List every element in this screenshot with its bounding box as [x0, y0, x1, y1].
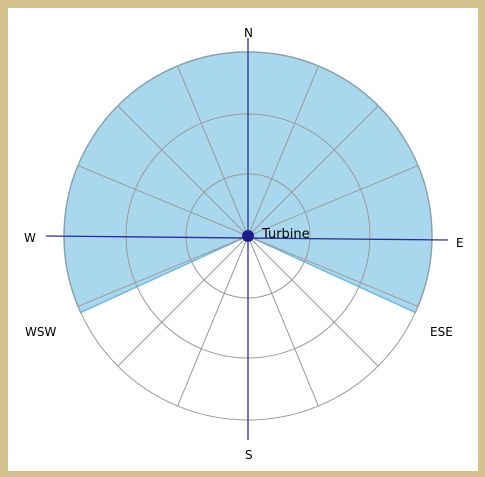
label-ese: ESE — [430, 325, 453, 339]
radial-line — [247, 235, 319, 407]
radial-line — [247, 235, 379, 367]
turbine-dot — [242, 230, 254, 242]
radial-line — [247, 165, 419, 237]
radial-line — [247, 65, 319, 237]
label-south: S — [245, 448, 253, 462]
radial-line — [247, 235, 419, 307]
label-north: N — [244, 26, 253, 40]
radial-line — [177, 65, 249, 237]
radial-line — [177, 235, 249, 407]
turbine-label: Turbine — [261, 227, 310, 242]
label-west: W — [24, 231, 36, 245]
label-east: E — [456, 236, 464, 250]
label-wsw: WSW — [25, 325, 56, 339]
radial-line — [77, 165, 249, 237]
radial-grid-lines — [77, 65, 419, 407]
radial-line — [117, 105, 249, 237]
radial-line — [247, 105, 379, 237]
radial-line — [77, 235, 249, 307]
radial-line — [117, 235, 249, 367]
